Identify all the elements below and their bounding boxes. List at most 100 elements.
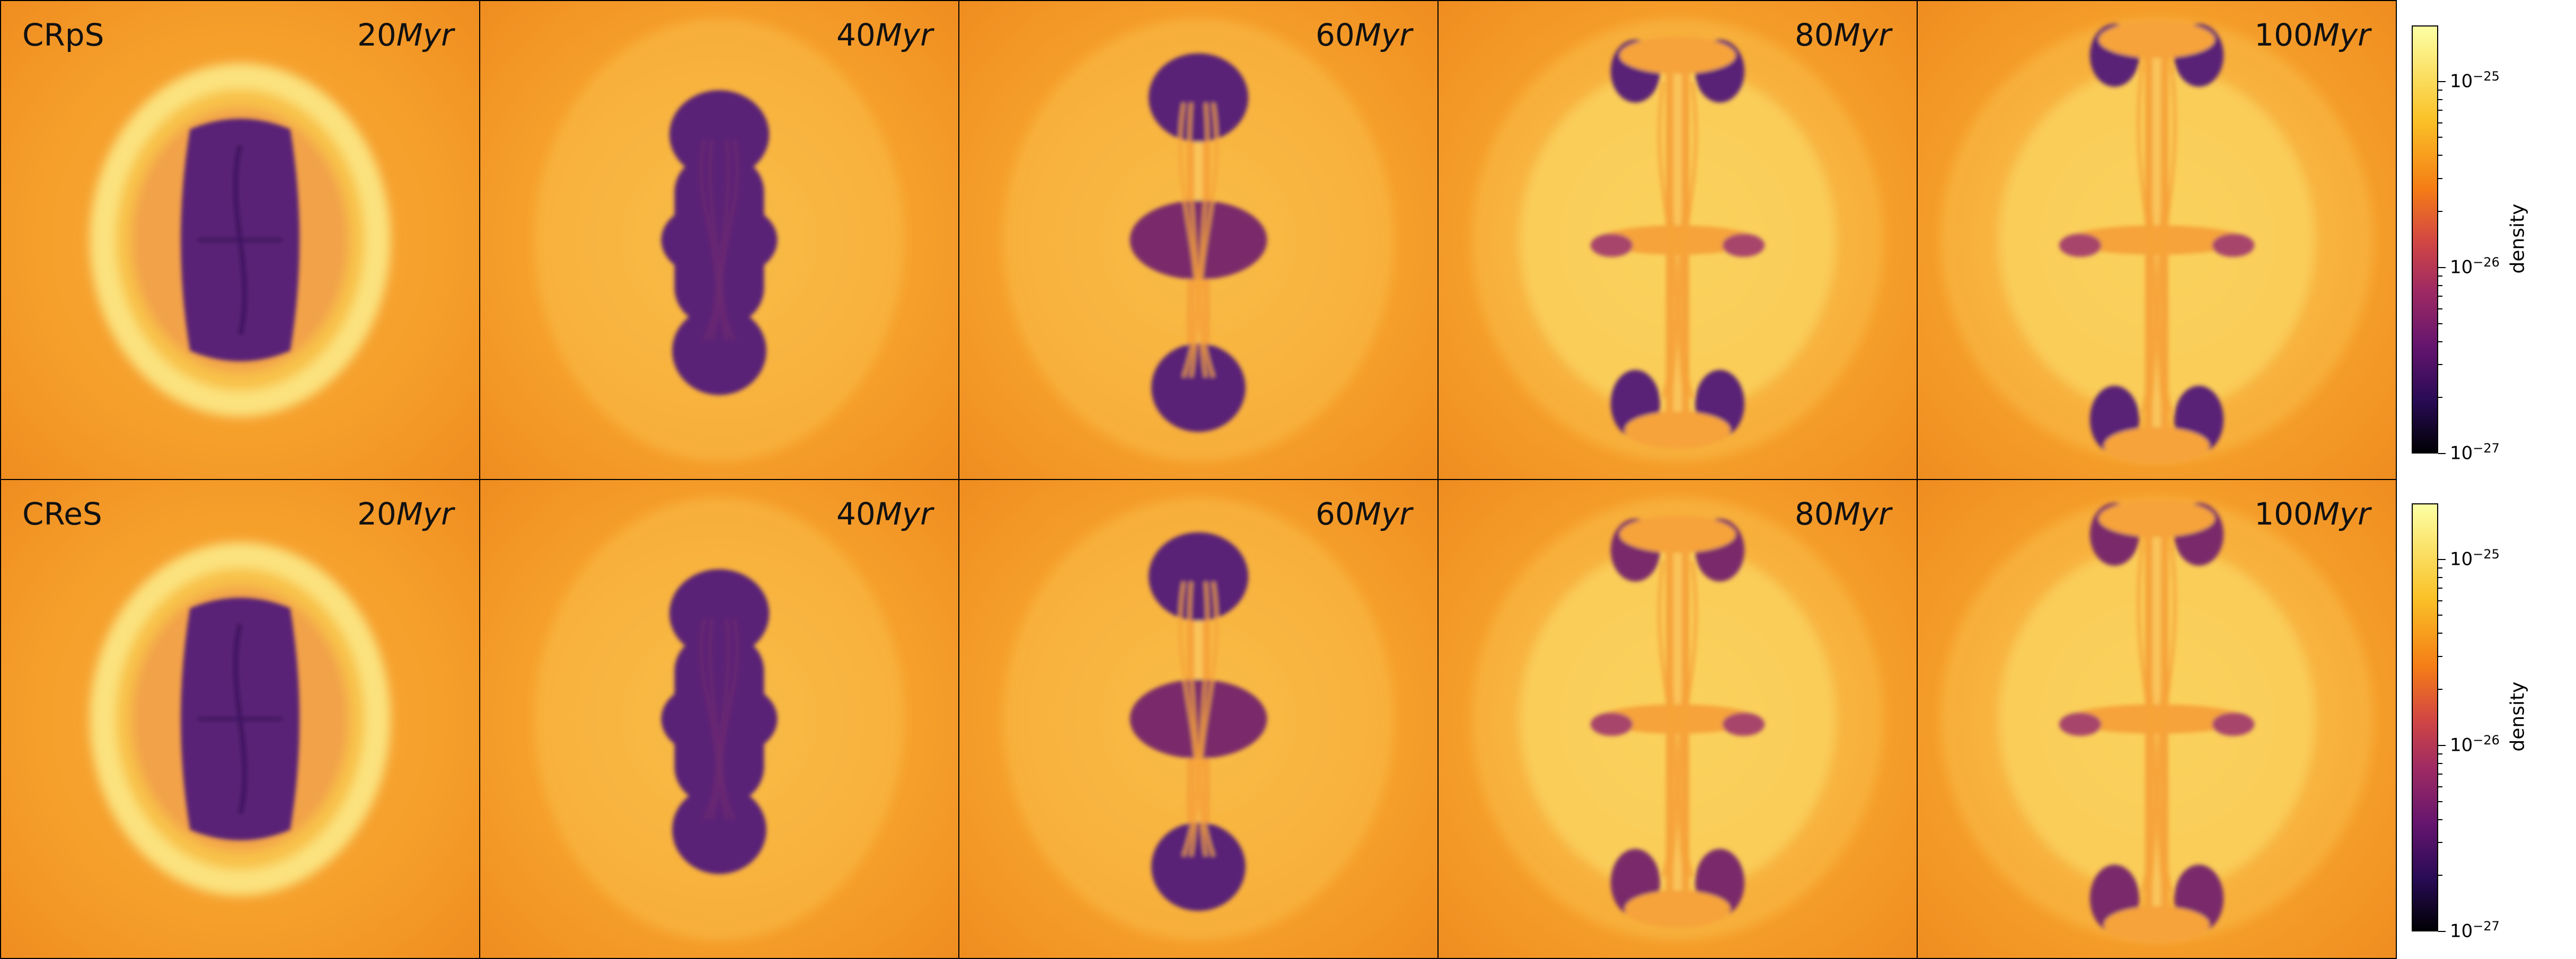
colorbar-tick-label: 10−26 xyxy=(2450,255,2500,278)
colorbar-minor-tick xyxy=(2438,753,2442,754)
colorbar-minor-tick xyxy=(2438,110,2442,111)
colorbar-minor-tick xyxy=(2438,801,2442,802)
time-unit: Myr xyxy=(2313,496,2370,532)
colorbar-minor-tick xyxy=(2438,364,2442,366)
density-panel: 60Myr xyxy=(958,479,1439,959)
tick-exponent: −26 xyxy=(2473,254,2500,270)
density-panel: 80Myr xyxy=(1437,0,1918,480)
colorbar-label: density xyxy=(2507,681,2529,752)
time-value: 60 xyxy=(1315,17,1355,53)
colorbar-minor-tick xyxy=(2438,155,2442,156)
time-label: 40Myr xyxy=(836,17,933,53)
colorbar-minor-tick xyxy=(2438,576,2442,578)
tick-exponent: −25 xyxy=(2473,68,2500,84)
colorbar-minor-tick xyxy=(2438,875,2442,876)
tick-base: 10 xyxy=(2450,442,2473,464)
time-unit: Myr xyxy=(875,17,933,53)
density-slice-image xyxy=(959,480,1437,958)
time-label: 20Myr xyxy=(357,496,454,532)
tick-exponent: −27 xyxy=(2473,441,2500,456)
time-value: 20 xyxy=(357,496,396,532)
time-label: 20Myr xyxy=(357,17,454,53)
tick-base: 10 xyxy=(2450,920,2473,942)
colorbar-minor-tick xyxy=(2438,588,2442,589)
time-value: 20 xyxy=(357,17,396,53)
simulation-label: CReS xyxy=(22,496,102,532)
colorbar-minor-tick xyxy=(2438,296,2442,297)
tick-exponent: −27 xyxy=(2473,919,2500,934)
density-slice-image xyxy=(480,480,958,958)
time-unit: Myr xyxy=(396,17,454,53)
time-label: 80Myr xyxy=(1795,17,1891,53)
time-value: 40 xyxy=(836,17,876,53)
tick-exponent: −25 xyxy=(2473,546,2500,562)
time-unit: Myr xyxy=(1833,496,1891,532)
colorbar-minor-tick xyxy=(2438,397,2442,398)
colorbar-minor-tick xyxy=(2438,89,2442,91)
time-value: 100 xyxy=(2254,17,2313,53)
density-slice-image xyxy=(1,1,479,479)
density-panel: CRpS 20Myr xyxy=(0,0,480,480)
density-panel: 60Myr xyxy=(958,0,1439,480)
time-unit: Myr xyxy=(1354,17,1412,53)
time-value: 40 xyxy=(836,496,876,532)
colorbar-minor-tick xyxy=(2438,633,2442,634)
colorbar xyxy=(2412,503,2438,931)
colorbar-minor-tick xyxy=(2438,615,2442,616)
colorbar-tick-label: 10−27 xyxy=(2450,441,2500,464)
time-value: 100 xyxy=(2254,496,2313,532)
colorbar-minor-tick xyxy=(2438,211,2442,212)
colorbar-minor-tick xyxy=(2438,341,2442,342)
colorbar-tick xyxy=(2438,453,2446,454)
colorbar-minor-tick xyxy=(2438,774,2442,775)
colorbar-minor-tick xyxy=(2438,137,2442,138)
colorbar-minor-tick xyxy=(2438,786,2442,787)
density-panel: 100Myr xyxy=(1917,0,2397,480)
colorbar-label: density xyxy=(2507,203,2529,274)
time-label: 60Myr xyxy=(1316,17,1412,53)
tick-base: 10 xyxy=(2450,548,2473,570)
colorbar-minor-tick xyxy=(2438,819,2442,820)
density-slice-image xyxy=(480,1,958,479)
time-value: 60 xyxy=(1315,496,1355,532)
colorbar xyxy=(2412,25,2438,454)
colorbar-minor-tick xyxy=(2438,285,2442,286)
density-slice-image xyxy=(1439,480,1917,958)
density-slice-image xyxy=(959,1,1437,479)
simulation-label: CRpS xyxy=(22,17,104,53)
colorbar-minor-tick xyxy=(2438,308,2442,309)
tick-base: 10 xyxy=(2450,70,2473,92)
time-label: 100Myr xyxy=(2254,496,2370,532)
colorbar-minor-tick xyxy=(2438,762,2442,764)
time-unit: Myr xyxy=(396,496,454,532)
density-panel: 40Myr xyxy=(479,0,959,480)
colorbar-minor-tick xyxy=(2438,656,2442,658)
density-slice-image xyxy=(1439,1,1917,479)
tick-base: 10 xyxy=(2450,256,2473,278)
colorbar-minor-tick xyxy=(2438,567,2442,569)
colorbar-minor-tick xyxy=(2438,600,2442,601)
colorbar-minor-tick xyxy=(2438,842,2442,843)
colorbar-minor-tick xyxy=(2438,99,2442,100)
colorbar-minor-tick xyxy=(2438,275,2442,277)
colorbar-minor-tick xyxy=(2438,689,2442,690)
density-panel: 100Myr xyxy=(1917,479,2397,959)
density-slice-image xyxy=(1918,1,2396,479)
colorbar-tick-label: 10−26 xyxy=(2450,733,2500,756)
density-panel: CReS 20Myr xyxy=(0,479,480,959)
colorbar-tick xyxy=(2438,744,2446,746)
tick-base: 10 xyxy=(2450,734,2473,756)
colorbar-tick xyxy=(2438,81,2446,82)
time-unit: Myr xyxy=(875,496,933,532)
time-unit: Myr xyxy=(1354,496,1412,532)
density-panel: 40Myr xyxy=(479,479,959,959)
density-slice-image xyxy=(1,480,479,958)
colorbar-minor-tick xyxy=(2438,122,2442,123)
colorbar-tick xyxy=(2438,267,2446,268)
tick-exponent: −26 xyxy=(2473,732,2500,748)
colorbar-minor-tick xyxy=(2438,323,2442,324)
colorbar-tick-label: 10−25 xyxy=(2450,547,2500,570)
time-label: 80Myr xyxy=(1795,496,1891,532)
time-unit: Myr xyxy=(1833,17,1891,53)
time-label: 60Myr xyxy=(1316,496,1412,532)
